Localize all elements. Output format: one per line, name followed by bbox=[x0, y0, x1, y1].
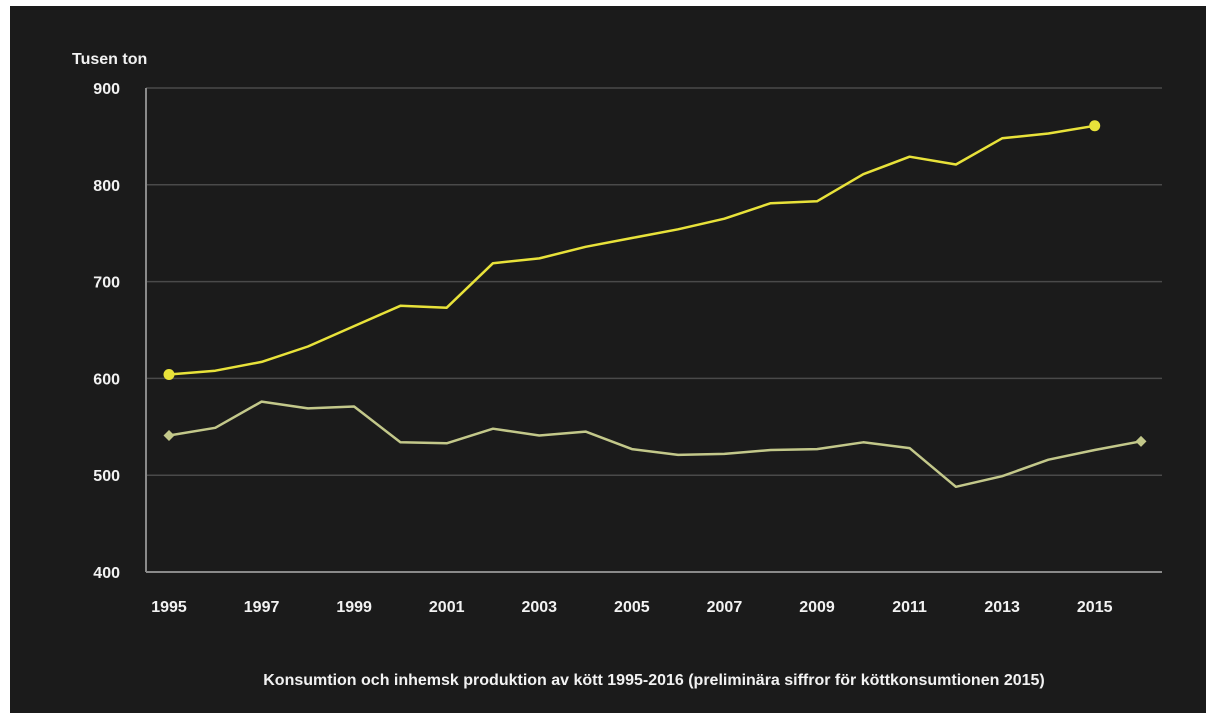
y-tick-label: 900 bbox=[93, 81, 120, 98]
x-tick-label: 2011 bbox=[892, 599, 927, 616]
x-tick-label: 1999 bbox=[336, 599, 372, 616]
series-line-2 bbox=[168, 400, 1142, 489]
x-tick-label: 2009 bbox=[799, 599, 835, 616]
y-axis-ticks: 400 500 600 700 800 900 bbox=[93, 81, 120, 582]
gridlines bbox=[145, 87, 1162, 573]
y-tick-label: 700 bbox=[93, 275, 120, 292]
x-tick-label: 2005 bbox=[614, 599, 650, 616]
y-tick-label: 800 bbox=[93, 178, 120, 195]
series-marker-1 bbox=[1089, 120, 1101, 132]
chart-panel: Tusen ton 400 500 600 700 800 900 1995 1997 199… bbox=[10, 6, 1206, 713]
x-tick-label: 2015 bbox=[1077, 599, 1113, 616]
series-marker-2 bbox=[1135, 435, 1147, 447]
series-line-1 bbox=[168, 124, 1095, 376]
x-tick-label: 1995 bbox=[151, 599, 187, 616]
y-tick-label: 500 bbox=[93, 468, 120, 485]
x-tick-label: 2013 bbox=[984, 599, 1020, 616]
series-marker-2 bbox=[163, 430, 175, 442]
chart-caption: Konsumtion och inhemsk produktion av köt… bbox=[263, 672, 1044, 689]
series-marker-1 bbox=[163, 369, 175, 381]
y-tick-label: 400 bbox=[93, 565, 120, 582]
x-tick-label: 2007 bbox=[707, 599, 743, 616]
x-tick-label: 2001 bbox=[429, 599, 465, 616]
x-tick-label: 2003 bbox=[521, 599, 557, 616]
y-axis-label: Tusen ton bbox=[72, 51, 147, 68]
series-group bbox=[163, 120, 1147, 489]
x-axis-ticks: 1995 1997 1999 2001 2003 2005 2007 2009 2011 2013… bbox=[151, 599, 1112, 616]
y-tick-label: 600 bbox=[93, 371, 120, 388]
x-tick-label: 1997 bbox=[244, 599, 280, 616]
